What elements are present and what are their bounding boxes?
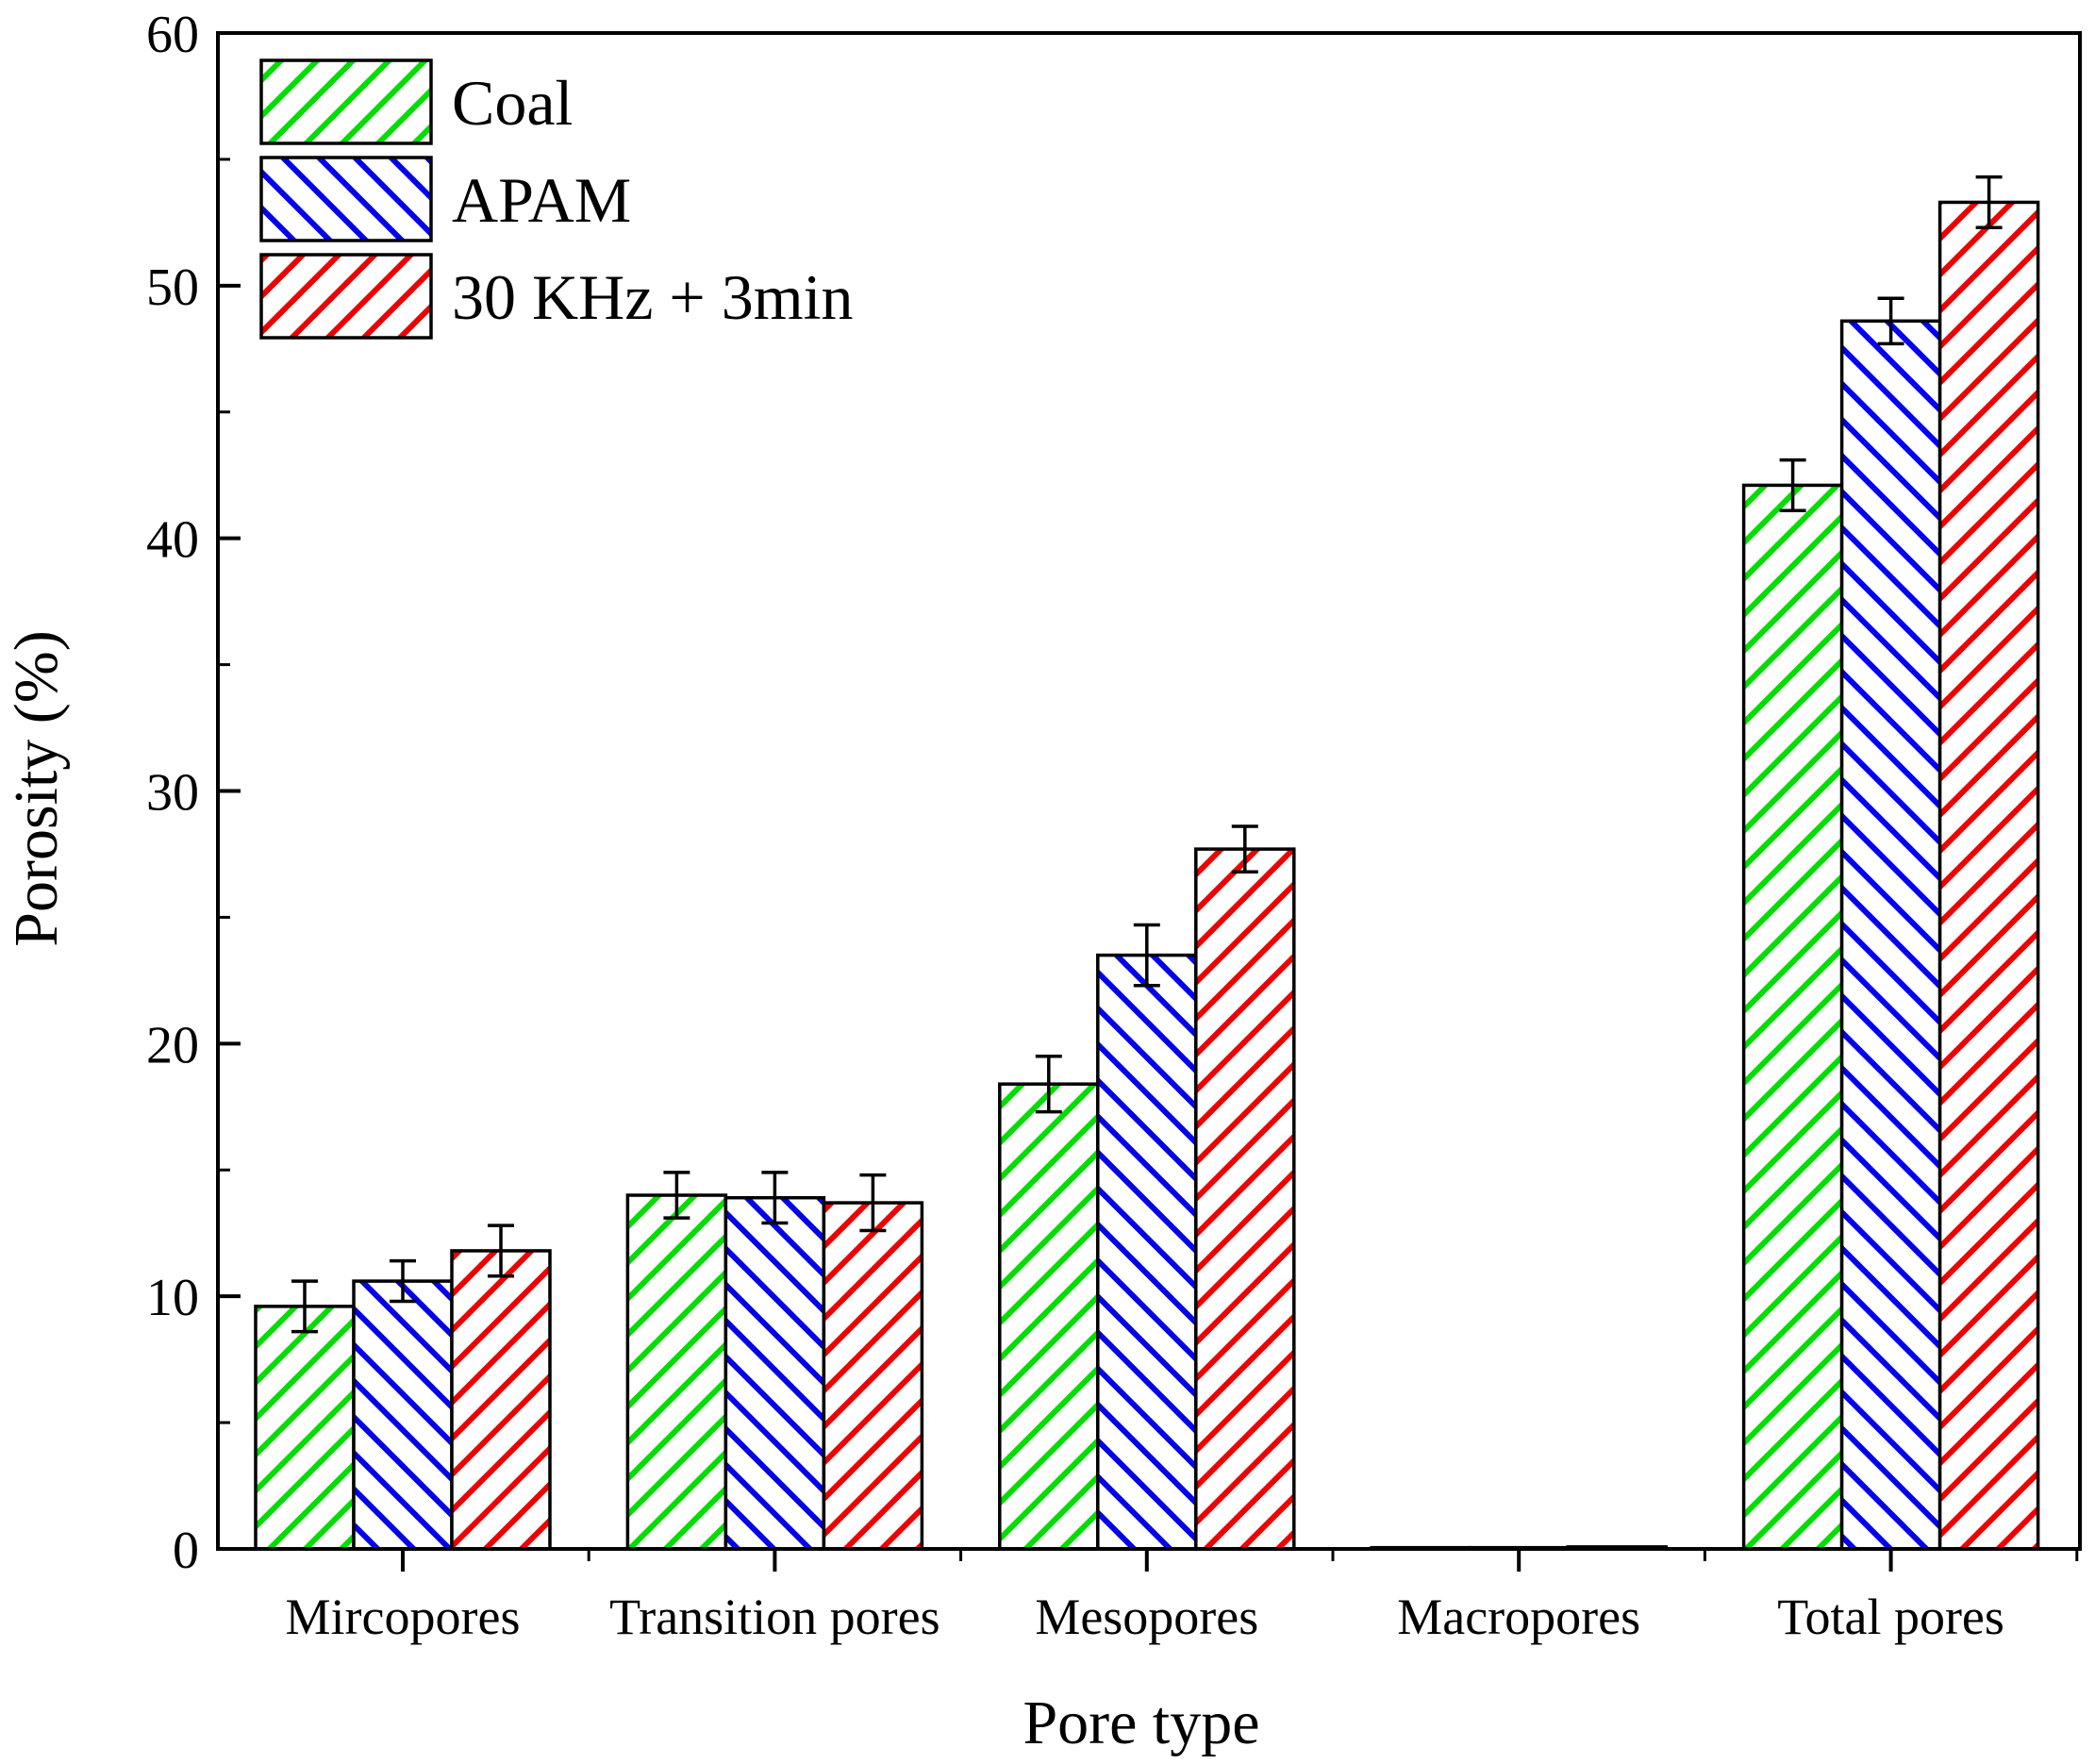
- error-bar: [859, 1173, 887, 1233]
- bar-coal-2: [998, 1082, 1100, 1551]
- y-tick-label: 0: [173, 1522, 199, 1580]
- axes-layer: 0 10 20 30 40 50 60 Mircopores Transition pores M…: [146, 6, 2082, 1645]
- y-axis-label: Porosity (%): [2, 630, 71, 946]
- bar-apam-4: [1839, 319, 1942, 1551]
- error-bar: [761, 1171, 789, 1225]
- y-tick-label: 30: [146, 764, 199, 823]
- legend-swatch: [259, 253, 433, 340]
- bar-30-khz-+-3min-2: [1194, 847, 1296, 1551]
- bar-apam-2: [1096, 953, 1198, 1551]
- x-tick-label: Macropores: [1397, 1589, 1640, 1645]
- y-tick-label: 60: [146, 6, 199, 64]
- error-bar: [1975, 175, 2003, 229]
- error-bar: [488, 1223, 514, 1278]
- legend-label: 30 KHz + 3min: [452, 261, 854, 333]
- x-tick-label: Total pores: [1777, 1589, 2004, 1645]
- x-axis-label: Pore type: [1023, 1689, 1259, 1757]
- bar-coal-1: [625, 1193, 728, 1551]
- bar-apam-0: [352, 1279, 454, 1551]
- error-bar: [663, 1171, 690, 1220]
- legend-label: APAM: [452, 164, 631, 236]
- error-bar: [291, 1279, 318, 1334]
- y-tick-label: 20: [146, 1016, 199, 1074]
- legend-item: Coal: [259, 58, 573, 145]
- error-bar: [1779, 458, 1806, 512]
- bar-coal-4: [1741, 483, 1844, 1551]
- bar-30-khz-+-3min-1: [822, 1201, 924, 1551]
- error-bar: [1133, 923, 1160, 988]
- x-tick-label: Transition pores: [609, 1589, 940, 1645]
- legend-item: APAM: [259, 156, 631, 242]
- legend-swatch: [259, 58, 433, 145]
- bar-apam-1: [723, 1195, 826, 1551]
- error-bar: [1231, 824, 1258, 874]
- bar-30-khz-+-3min-0: [450, 1249, 552, 1551]
- bar-coal-0: [254, 1305, 356, 1551]
- legend-swatch: [259, 156, 433, 242]
- y-tick-label: 40: [146, 511, 199, 570]
- error-bar: [1877, 296, 1904, 346]
- error-bar: [1035, 1054, 1062, 1114]
- legend-label: Coal: [452, 67, 573, 139]
- legend-item: 30 KHz + 3min: [259, 253, 854, 340]
- x-tick-label: Mesopores: [1035, 1589, 1258, 1645]
- bars-layer: [254, 175, 2040, 1551]
- error-bar: [390, 1258, 416, 1304]
- bar-30-khz-+-3min-4: [1937, 200, 2040, 1551]
- x-tick-label: Mircopores: [286, 1589, 521, 1645]
- y-tick-label: 50: [146, 258, 199, 317]
- y-tick-label: 10: [146, 1269, 199, 1327]
- legend: Coal APAM 30 KHz + 3min: [259, 58, 854, 340]
